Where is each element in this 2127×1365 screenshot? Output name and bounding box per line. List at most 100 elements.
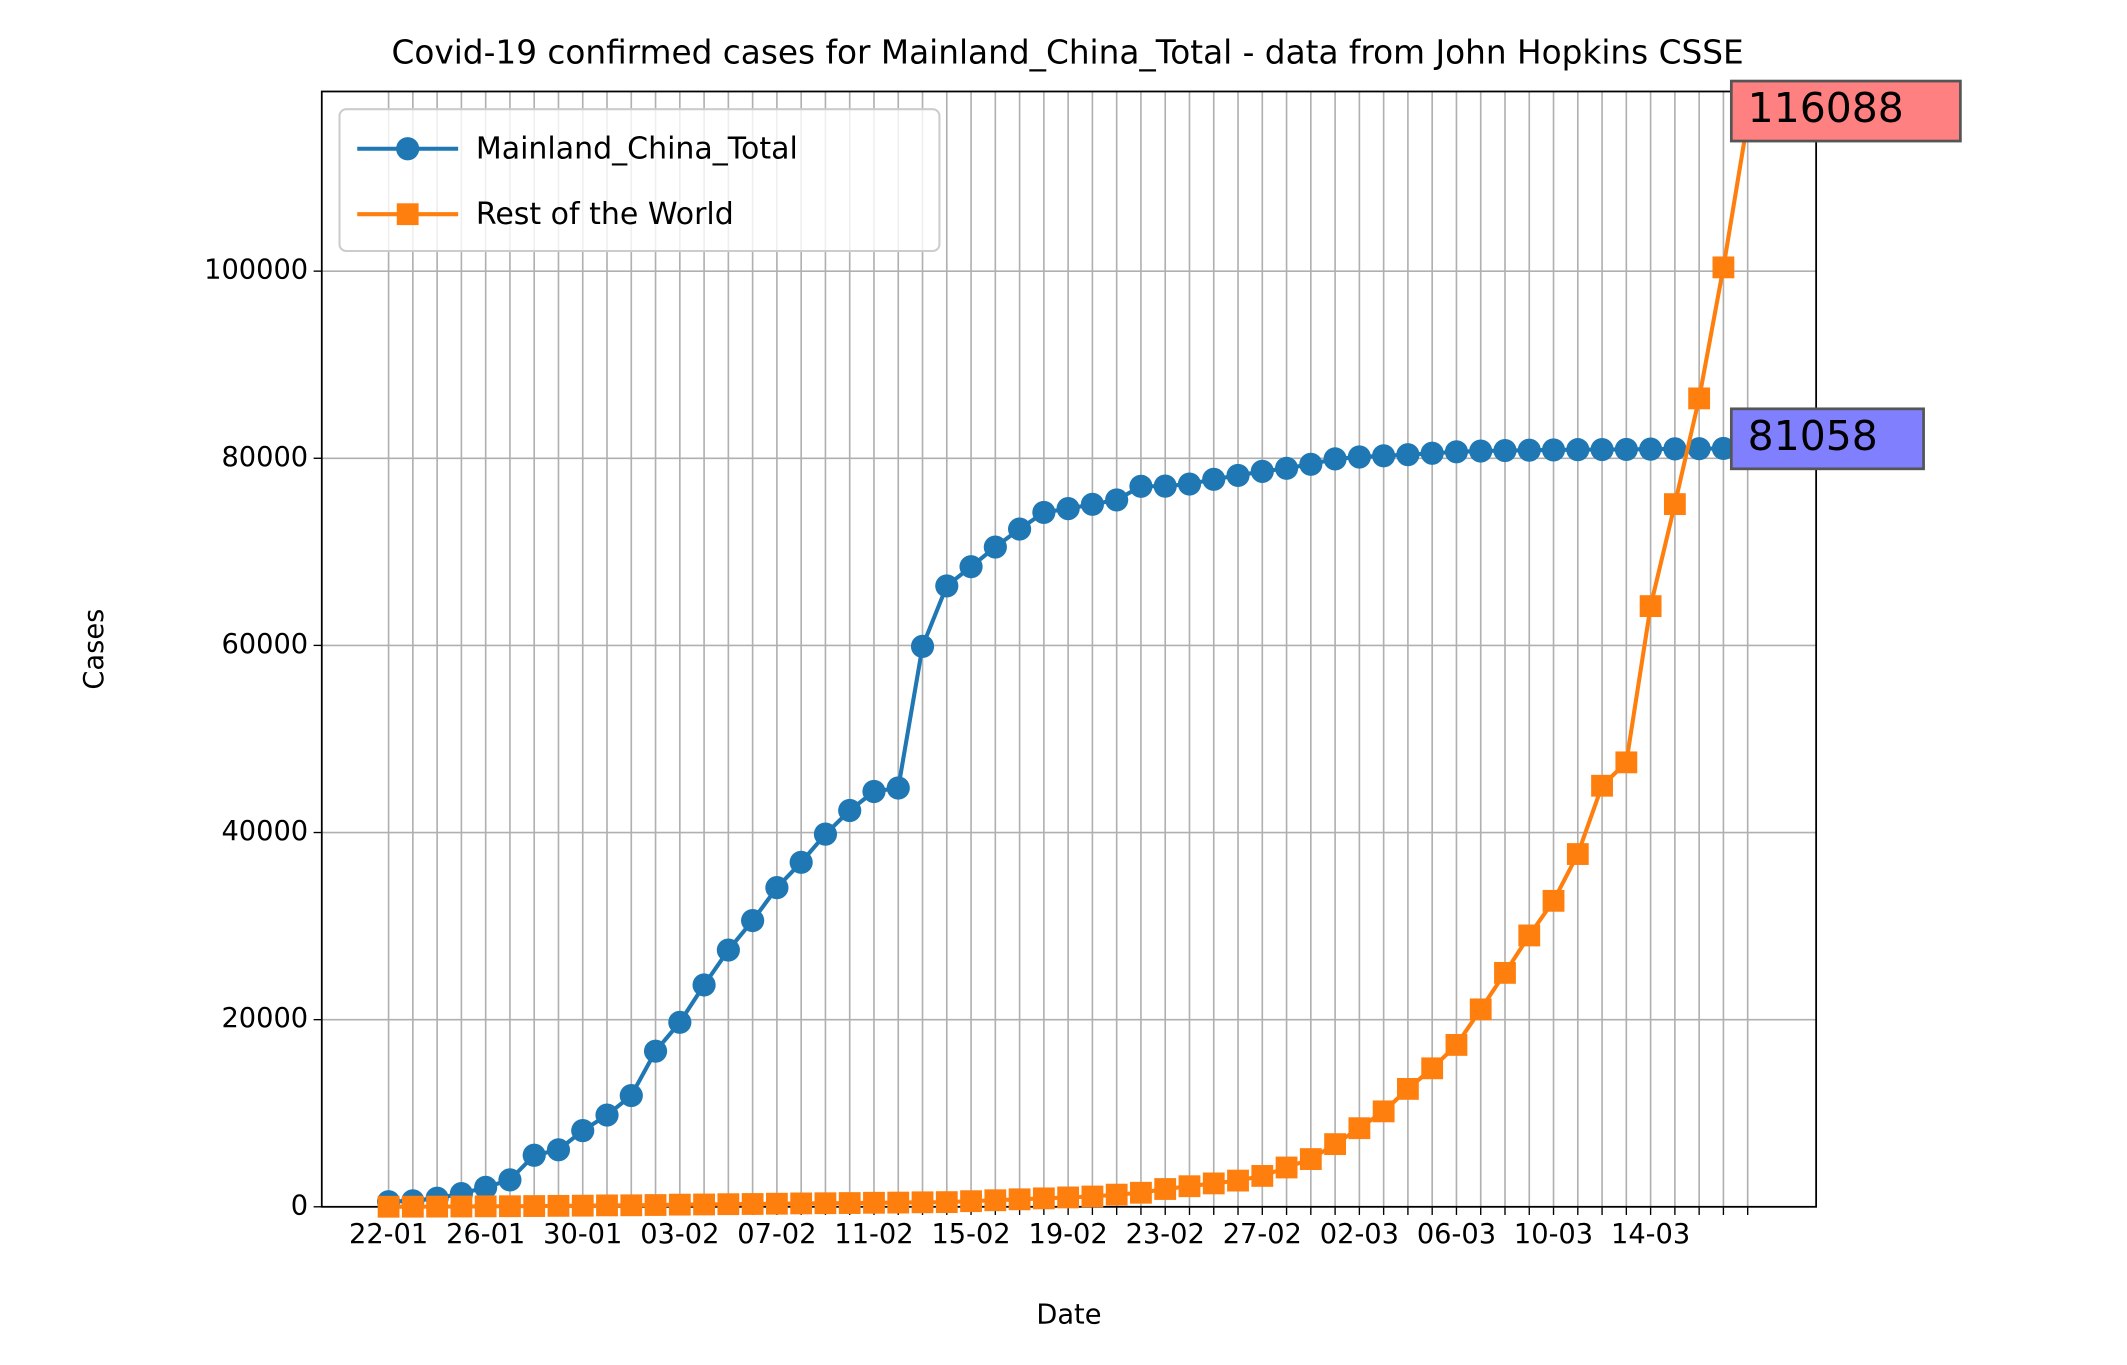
- x-tick-label: 27-02: [1223, 1219, 1302, 1250]
- data-point: [1493, 438, 1517, 463]
- data-point: [1518, 924, 1541, 947]
- data-point: [838, 798, 862, 823]
- data-point: [1299, 1148, 1322, 1170]
- data-point: [1227, 1169, 1249, 1192]
- data-point: [1420, 441, 1444, 465]
- y-tick-label: 60000: [221, 629, 308, 660]
- data-point: [1663, 437, 1687, 461]
- data-point: [1299, 452, 1323, 476]
- data-point: [1688, 387, 1711, 410]
- y-tick-label: 100000: [204, 255, 308, 286]
- data-point: [1566, 843, 1589, 865]
- x-tick-label: 22-01: [349, 1219, 428, 1250]
- data-point: [838, 1192, 861, 1214]
- legend-box: [338, 108, 941, 253]
- data-point: [693, 1193, 715, 1216]
- data-point: [863, 1191, 885, 1214]
- legend-marker: [396, 137, 420, 161]
- data-point: [377, 1195, 400, 1218]
- x-axis-label: Date: [1036, 1299, 1101, 1330]
- data-point: [1469, 439, 1493, 463]
- data-point: [547, 1194, 570, 1217]
- x-tick-label: 30-01: [543, 1219, 622, 1250]
- data-point: [426, 1195, 449, 1218]
- data-point: [1614, 437, 1638, 462]
- x-tick-label: 10-03: [1514, 1219, 1593, 1250]
- data-point: [1057, 1186, 1080, 1209]
- data-point: [960, 1190, 982, 1213]
- data-point: [1275, 1156, 1298, 1179]
- x-tick-label: 23-02: [1126, 1219, 1205, 1250]
- data-point: [1178, 1175, 1201, 1198]
- data-point: [1274, 456, 1299, 480]
- y-tick-label: 40000: [221, 816, 308, 847]
- data-point: [1711, 436, 1736, 461]
- data-point: [546, 1138, 571, 1162]
- x-tick-label: 02-03: [1320, 1219, 1399, 1250]
- data-point: [716, 938, 740, 962]
- data-point: [1566, 438, 1590, 462]
- data-point: [1056, 497, 1080, 521]
- data-point: [643, 1039, 668, 1063]
- legend-marker: [396, 203, 419, 226]
- data-point: [1372, 444, 1396, 468]
- data-point: [1250, 459, 1274, 483]
- data-point: [741, 1193, 764, 1215]
- data-point: [1517, 438, 1541, 462]
- data-point: [1202, 467, 1226, 491]
- data-point: [1226, 463, 1250, 488]
- data-point: [692, 973, 716, 997]
- data-point: [1542, 889, 1565, 912]
- legend-label: Rest of the World: [476, 197, 734, 232]
- data-point: [886, 776, 910, 800]
- data-point: [789, 850, 813, 874]
- data-point: [401, 1195, 424, 1218]
- data-point: [1324, 1133, 1347, 1156]
- data-point: [498, 1168, 522, 1192]
- data-point: [1323, 447, 1347, 471]
- data-point: [741, 909, 765, 933]
- data-point: [983, 535, 1007, 559]
- value-label-box: [1729, 407, 1925, 471]
- data-point: [1541, 438, 1566, 462]
- data-point: [523, 1195, 546, 1217]
- value-label-box: [1729, 79, 1962, 143]
- data-point: [668, 1193, 691, 1216]
- y-axis-label: Cases: [79, 609, 110, 690]
- x-tick-label: 07-02: [737, 1219, 816, 1250]
- legend-label: Mainland_China_Total: [476, 132, 798, 167]
- data-point: [1639, 437, 1663, 461]
- data-point: [910, 634, 935, 658]
- data-point: [814, 1192, 837, 1215]
- data-point: [644, 1194, 667, 1216]
- data-point: [620, 1194, 643, 1217]
- data-point: [1080, 492, 1104, 516]
- data-point: [790, 1192, 813, 1215]
- data-point: [596, 1194, 618, 1217]
- y-tick-label: 0: [291, 1190, 308, 1221]
- data-point: [474, 1195, 497, 1218]
- data-point: [717, 1193, 740, 1216]
- data-point: [571, 1194, 594, 1217]
- data-point: [1251, 1165, 1274, 1187]
- data-point: [1421, 1057, 1444, 1080]
- data-point: [984, 1189, 1007, 1212]
- x-tick-label: 03-02: [640, 1219, 719, 1250]
- data-point: [1396, 443, 1420, 467]
- data-point: [450, 1195, 473, 1218]
- x-tick-label: 06-03: [1417, 1219, 1496, 1250]
- data-point: [1105, 488, 1129, 512]
- data-point: [1615, 751, 1638, 774]
- value-label: 81058: [1748, 412, 1878, 460]
- data-point: [1008, 1188, 1031, 1211]
- chart-title: Covid-19 confirmed cases for Mainland_Ch…: [391, 34, 1743, 72]
- x-tick-label: 14-03: [1611, 1219, 1690, 1250]
- data-point: [1639, 595, 1662, 618]
- data-point: [1202, 1172, 1225, 1195]
- data-point: [499, 1195, 521, 1218]
- data-point: [1712, 256, 1735, 279]
- data-point: [1663, 493, 1686, 516]
- data-point: [935, 1191, 958, 1214]
- data-point: [887, 1191, 910, 1214]
